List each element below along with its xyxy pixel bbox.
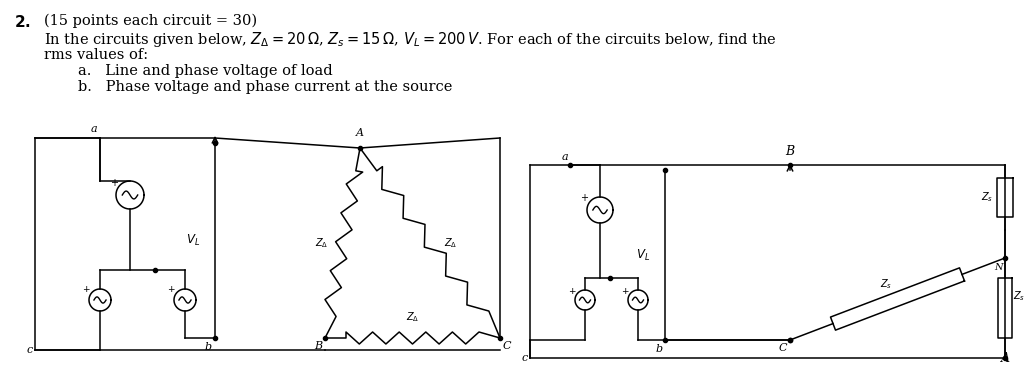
Text: $Z_s$: $Z_s$: [981, 190, 993, 204]
Text: +: +: [580, 193, 588, 203]
Text: $V_L$: $V_L$: [185, 232, 200, 247]
Text: a: a: [90, 124, 97, 134]
Text: +: +: [110, 178, 118, 188]
Text: $\mathbf{2.}$: $\mathbf{2.}$: [14, 14, 31, 30]
Text: +: +: [568, 286, 575, 295]
Text: $Z_s$: $Z_s$: [1013, 289, 1024, 303]
Text: a.   Line and phase voltage of load: a. Line and phase voltage of load: [78, 64, 333, 78]
Text: (15 points each circuit = 30): (15 points each circuit = 30): [44, 14, 257, 28]
Text: B: B: [785, 145, 795, 158]
Text: In the circuits given below, $Z_\Delta = 20\,\Omega$, $Z_s = 15\,\Omega$, $V_L =: In the circuits given below, $Z_\Delta =…: [44, 30, 776, 49]
Text: B: B: [314, 341, 322, 351]
Text: $Z_\Delta$: $Z_\Delta$: [444, 236, 458, 250]
Text: b: b: [205, 342, 212, 352]
Text: A: A: [1000, 352, 1010, 365]
Text: $V_L$: $V_L$: [636, 247, 650, 263]
Text: +: +: [622, 286, 629, 295]
Text: c: c: [27, 345, 33, 355]
Text: +: +: [167, 285, 175, 295]
Text: $Z_s$: $Z_s$: [880, 277, 892, 291]
Text: $Z_\Delta$: $Z_\Delta$: [406, 310, 419, 324]
Text: C: C: [503, 341, 512, 351]
Text: rms values of:: rms values of:: [44, 48, 148, 62]
Text: c: c: [522, 353, 528, 363]
Text: C: C: [778, 343, 787, 353]
Text: +: +: [82, 285, 90, 295]
Text: N: N: [994, 263, 1002, 272]
Text: A: A: [356, 128, 364, 138]
Text: a: a: [561, 152, 568, 162]
Text: b.   Phase voltage and phase current at the source: b. Phase voltage and phase current at th…: [78, 80, 453, 94]
Text: $Z_\Delta$: $Z_\Delta$: [315, 236, 329, 250]
Text: b: b: [656, 344, 663, 354]
